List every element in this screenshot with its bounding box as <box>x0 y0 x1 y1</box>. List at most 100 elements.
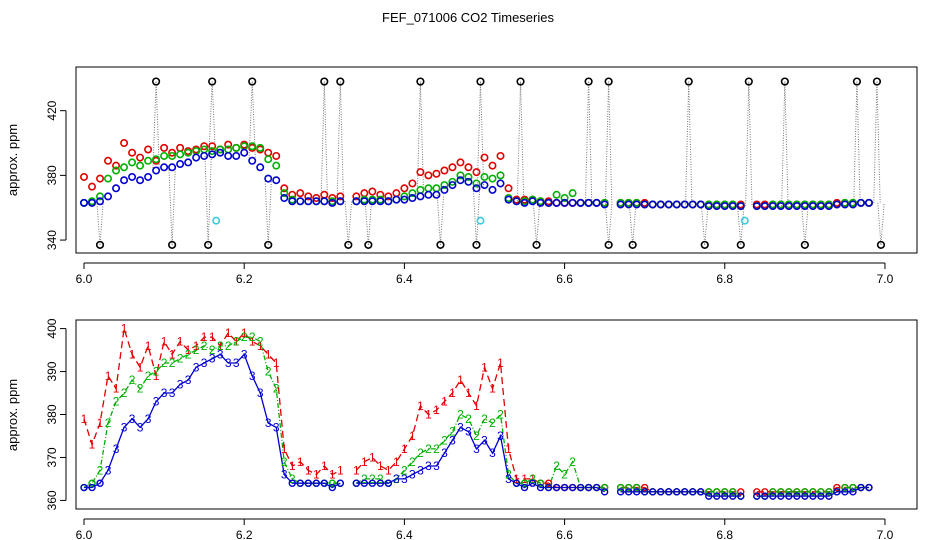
bottom-point-series-1: 1 <box>305 463 312 477</box>
top-point-series-3 <box>664 200 673 209</box>
bottom-point-series-3: 3 <box>433 459 440 473</box>
bottom-point-series-3 <box>528 479 537 487</box>
bottom-point-series-3 <box>737 492 745 500</box>
top-point-series-1 <box>336 192 345 201</box>
bottom-point-series-2: 2 <box>417 446 424 460</box>
series-line-1 <box>83 328 869 493</box>
raw-extreme-point <box>584 77 593 86</box>
top-point-series-1 <box>272 151 281 160</box>
top-point-series-2 <box>144 156 153 165</box>
top-point-series-2 <box>480 172 489 181</box>
raw-spike-line <box>416 81 421 197</box>
raw-spike-line <box>475 188 481 245</box>
top-point-series-3 <box>480 181 489 190</box>
bottom-point-series-3 <box>320 479 328 487</box>
bottom-point-series-3 <box>512 479 521 487</box>
bottom-point-series-3: 3 <box>169 386 176 400</box>
top-point-series-3 <box>416 192 425 201</box>
bottom-x-tick-label: 6.6 <box>556 528 573 540</box>
top-point-series-3 <box>784 202 793 211</box>
top-point-series-1 <box>120 139 129 148</box>
bottom-point-series-3: 3 <box>505 472 512 486</box>
bottom-point-series-2 <box>729 488 737 496</box>
raw-spike-line <box>704 206 709 245</box>
top-point-series-2 <box>208 147 217 156</box>
raw-spike-line <box>801 206 806 245</box>
raw-spike-line <box>784 81 789 207</box>
bottom-point-series-3: 3 <box>185 373 192 387</box>
bottom-point-series-1: 1 <box>337 463 344 477</box>
bottom-point-series-1: 1 <box>457 373 464 387</box>
top-point-series-3 <box>616 200 625 209</box>
top-point-series-1 <box>384 192 393 201</box>
top-point-series-3 <box>288 197 297 206</box>
raw-spike-line <box>880 202 885 245</box>
bottom-point-series-3: 3 <box>409 468 416 482</box>
bottom-point-series-1: 1 <box>377 459 384 473</box>
bottom-point-series-2: 2 <box>113 395 120 409</box>
top-point-series-3 <box>560 198 569 207</box>
top-point-series-3 <box>736 202 745 211</box>
top-x-tick-label: 6.4 <box>396 272 413 286</box>
top-point-series-1 <box>144 145 153 154</box>
bottom-point-series-2: 2 <box>257 334 264 348</box>
bottom-point-series-3: 3 <box>137 420 144 434</box>
bottom-point-series-3: 3 <box>465 425 472 439</box>
top-point-series-3 <box>688 200 697 209</box>
bottom-point-series-3: 3 <box>441 446 448 460</box>
bottom-x-tick-label: 6.8 <box>716 528 733 540</box>
bottom-y-tick-label: 380 <box>45 404 59 424</box>
bottom-point-series-3: 3 <box>489 446 496 460</box>
bottom-point-series-3 <box>833 488 841 496</box>
top-point-series-3 <box>240 148 249 157</box>
top-point-series-3 <box>176 160 185 169</box>
top-point-series-3 <box>816 202 825 211</box>
raw-extreme-point <box>604 240 613 250</box>
raw-spike-line <box>364 201 369 245</box>
top-point-series-3 <box>680 200 689 209</box>
top-point-series-2 <box>464 172 473 181</box>
bottom-point-series-2 <box>721 488 729 496</box>
top-point-series-3 <box>432 190 441 199</box>
bottom-point-series-3 <box>713 492 721 500</box>
top-point-series-1 <box>368 187 377 196</box>
top-point-series-1 <box>312 194 321 203</box>
bottom-point-series-3 <box>777 492 785 500</box>
bottom-point-series-2: 2 <box>561 468 568 482</box>
top-point-series-3 <box>328 198 337 207</box>
bottom-y-tick-label: 360 <box>45 490 59 510</box>
raw-extreme-point <box>780 77 789 86</box>
bottom-point-series-1: 1 <box>473 399 480 413</box>
top-point-series-1 <box>464 163 473 172</box>
raw-spike-line <box>532 202 538 245</box>
flagged-point <box>476 216 485 225</box>
top-point-series-1 <box>176 143 185 152</box>
raw-spike-line <box>99 201 104 245</box>
top-point-series-3 <box>440 185 449 194</box>
bottom-point-series-3: 3 <box>481 433 488 447</box>
bottom-point-series-2: 2 <box>177 352 184 366</box>
bottom-point-series-2: 2 <box>105 416 112 430</box>
bottom-point-series-2: 2 <box>209 343 216 357</box>
top-point-series-1 <box>96 174 105 183</box>
top-point-series-3 <box>80 198 89 207</box>
bottom-point-series-3 <box>328 483 337 492</box>
raw-extreme-point <box>95 240 105 250</box>
top-point-series-3 <box>112 184 121 193</box>
bottom-point-series-2 <box>328 479 337 487</box>
top-point-series-3 <box>832 200 841 209</box>
raw-extreme-point <box>248 77 257 86</box>
raw-extreme-point <box>700 240 709 250</box>
top-point-series-3 <box>824 202 833 211</box>
bottom-point-series-1: 1 <box>417 399 424 413</box>
raw-spike-line <box>419 81 425 197</box>
raw-extreme-point <box>872 77 882 86</box>
raw-extreme-point <box>264 240 273 250</box>
raw-spike-line <box>516 81 522 202</box>
bottom-point-series-2: 2 <box>153 365 160 379</box>
bottom-point-series-2: 2 <box>273 382 280 396</box>
bottom-point-series-2 <box>809 488 817 496</box>
bottom-point-series-3 <box>785 492 793 500</box>
bottom-point-series-1: 1 <box>265 347 272 361</box>
top-point-series-3 <box>840 200 849 209</box>
